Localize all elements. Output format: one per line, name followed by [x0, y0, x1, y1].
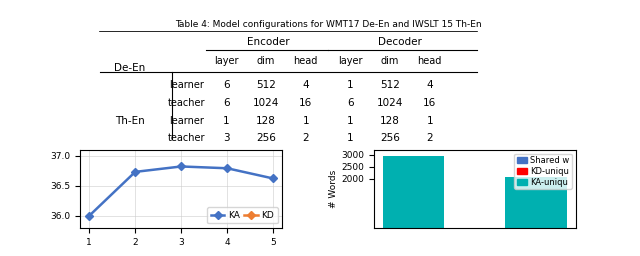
Text: 1024: 1024 — [253, 98, 279, 108]
Text: 256: 256 — [380, 133, 400, 143]
Text: 6: 6 — [223, 98, 230, 108]
Text: learner: learner — [169, 115, 204, 125]
Text: 4: 4 — [426, 80, 433, 90]
Text: layer: layer — [214, 56, 239, 66]
Text: teacher: teacher — [168, 98, 205, 108]
Text: dim: dim — [257, 56, 275, 66]
Text: 6: 6 — [347, 98, 354, 108]
KA — [131, 170, 139, 173]
Bar — [506, 177, 567, 228]
Text: Encoder: Encoder — [247, 37, 290, 47]
Text: 1024: 1024 — [377, 98, 403, 108]
Text: layer: layer — [338, 56, 363, 66]
Text: 1: 1 — [347, 80, 354, 90]
Text: 1: 1 — [223, 115, 230, 125]
Text: 6: 6 — [223, 80, 230, 90]
Text: 1: 1 — [302, 115, 309, 125]
Text: head: head — [294, 56, 318, 66]
Text: 3: 3 — [223, 133, 230, 143]
Text: Th-En: Th-En — [115, 115, 145, 125]
Text: teacher: teacher — [168, 133, 205, 143]
Text: 128: 128 — [380, 115, 400, 125]
Text: 128: 128 — [256, 115, 276, 125]
Text: 2: 2 — [302, 133, 309, 143]
Text: 16: 16 — [299, 98, 312, 108]
KA — [223, 167, 231, 170]
Text: 1: 1 — [347, 115, 354, 125]
Legend: Shared w, KD-uniqu, KA-uniqu: Shared w, KD-uniqu, KA-uniqu — [515, 154, 572, 189]
Text: Table 4: Model configurations for WMT17 De-En and IWSLT 15 Th-En: Table 4: Model configurations for WMT17 … — [175, 19, 481, 28]
Text: 2: 2 — [426, 133, 433, 143]
KA — [269, 177, 277, 180]
KA — [177, 165, 185, 168]
Text: dim: dim — [381, 56, 399, 66]
Text: head: head — [417, 56, 442, 66]
Line: KA: KA — [86, 164, 276, 219]
Text: Decoder: Decoder — [378, 37, 422, 47]
Text: 16: 16 — [423, 98, 436, 108]
Text: 512: 512 — [380, 80, 400, 90]
Y-axis label: # Words: # Words — [329, 170, 338, 208]
Bar — [383, 156, 444, 228]
Text: 4: 4 — [302, 80, 309, 90]
Text: learner: learner — [169, 80, 204, 90]
Text: 1: 1 — [426, 115, 433, 125]
Text: 256: 256 — [256, 133, 276, 143]
KA — [85, 214, 93, 217]
Text: 1: 1 — [347, 133, 354, 143]
Text: De-En: De-En — [114, 63, 145, 73]
Legend: KA, KD: KA, KD — [207, 207, 278, 223]
Text: 512: 512 — [256, 80, 276, 90]
